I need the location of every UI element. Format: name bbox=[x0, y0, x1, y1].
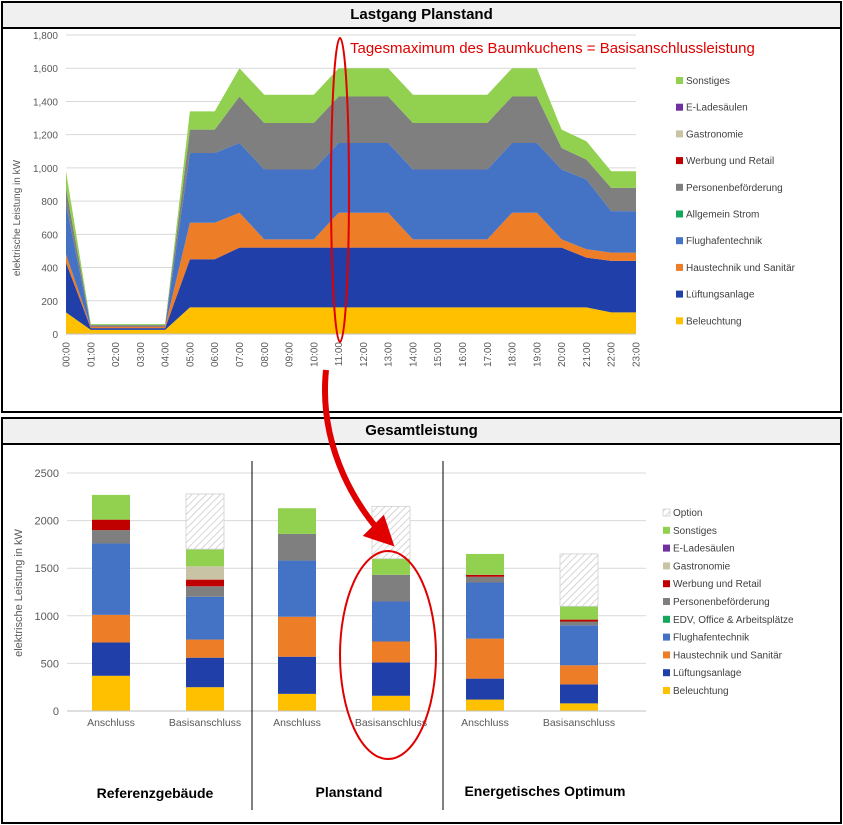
lastgang-panel: Lastgang Planstand bbox=[1, 1, 842, 413]
gesamtleistung-panel: Gesamtleistung bbox=[1, 417, 842, 824]
lastgang-title: Lastgang Planstand bbox=[3, 3, 840, 29]
gesamtleistung-title: Gesamtleistung bbox=[3, 419, 840, 445]
